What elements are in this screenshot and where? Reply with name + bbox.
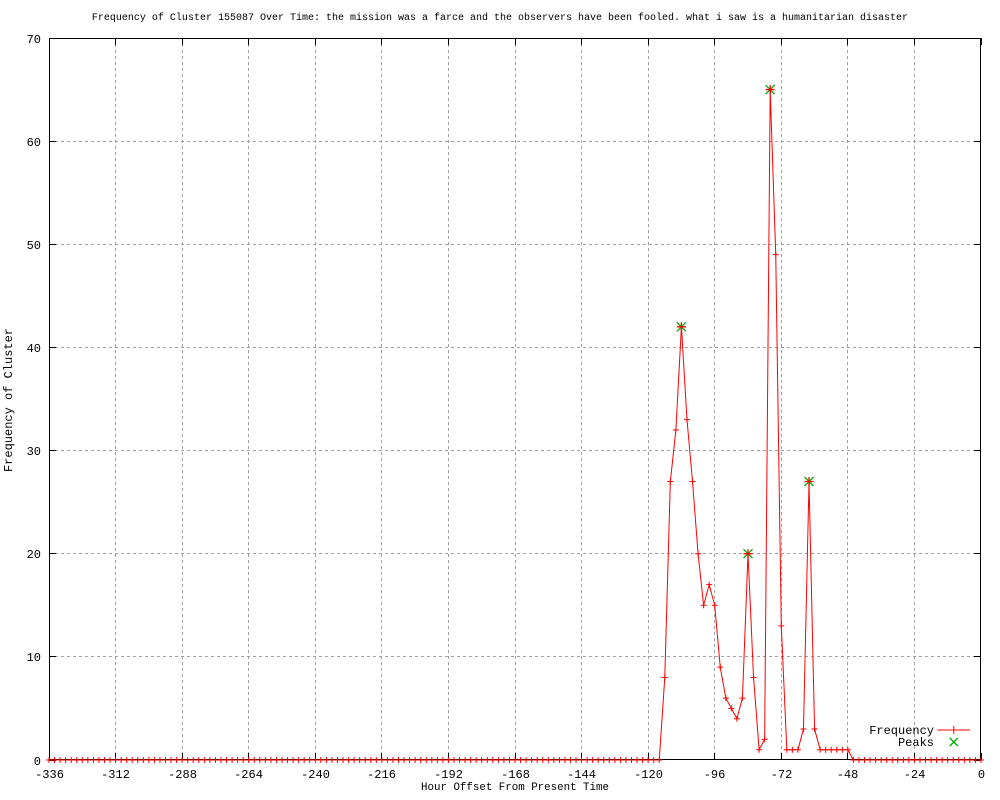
svg-text:0: 0 [978, 768, 985, 782]
svg-text:-144: -144 [567, 768, 596, 782]
svg-text:Frequency of Cluster 155087 Ov: Frequency of Cluster 155087 Over Time: t… [92, 12, 908, 24]
svg-text:30: 30 [27, 445, 41, 459]
svg-text:-72: -72 [771, 768, 793, 782]
svg-text:Peaks: Peaks [898, 736, 934, 750]
svg-text:70: 70 [27, 33, 41, 47]
svg-text:0: 0 [34, 755, 41, 769]
svg-text:40: 40 [27, 342, 41, 356]
svg-text:Frequency of Cluster: Frequency of Cluster [2, 328, 16, 472]
svg-text:-312: -312 [101, 768, 130, 782]
svg-text:-96: -96 [704, 768, 726, 782]
svg-text:20: 20 [27, 548, 41, 562]
svg-text:-24: -24 [904, 768, 926, 782]
svg-text:60: 60 [27, 136, 41, 150]
svg-text:-264: -264 [234, 768, 263, 782]
svg-text:10: 10 [27, 651, 41, 665]
svg-text:-48: -48 [837, 768, 859, 782]
svg-text:-216: -216 [367, 768, 396, 782]
svg-text:-240: -240 [301, 768, 330, 782]
svg-text:Hour Offset From Present Time: Hour Offset From Present Time [421, 782, 609, 794]
svg-text:50: 50 [27, 239, 41, 253]
svg-text:-336: -336 [35, 768, 64, 782]
svg-text:-168: -168 [501, 768, 530, 782]
svg-text:-192: -192 [434, 768, 463, 782]
svg-text:-288: -288 [168, 768, 197, 782]
svg-text:-120: -120 [634, 768, 663, 782]
